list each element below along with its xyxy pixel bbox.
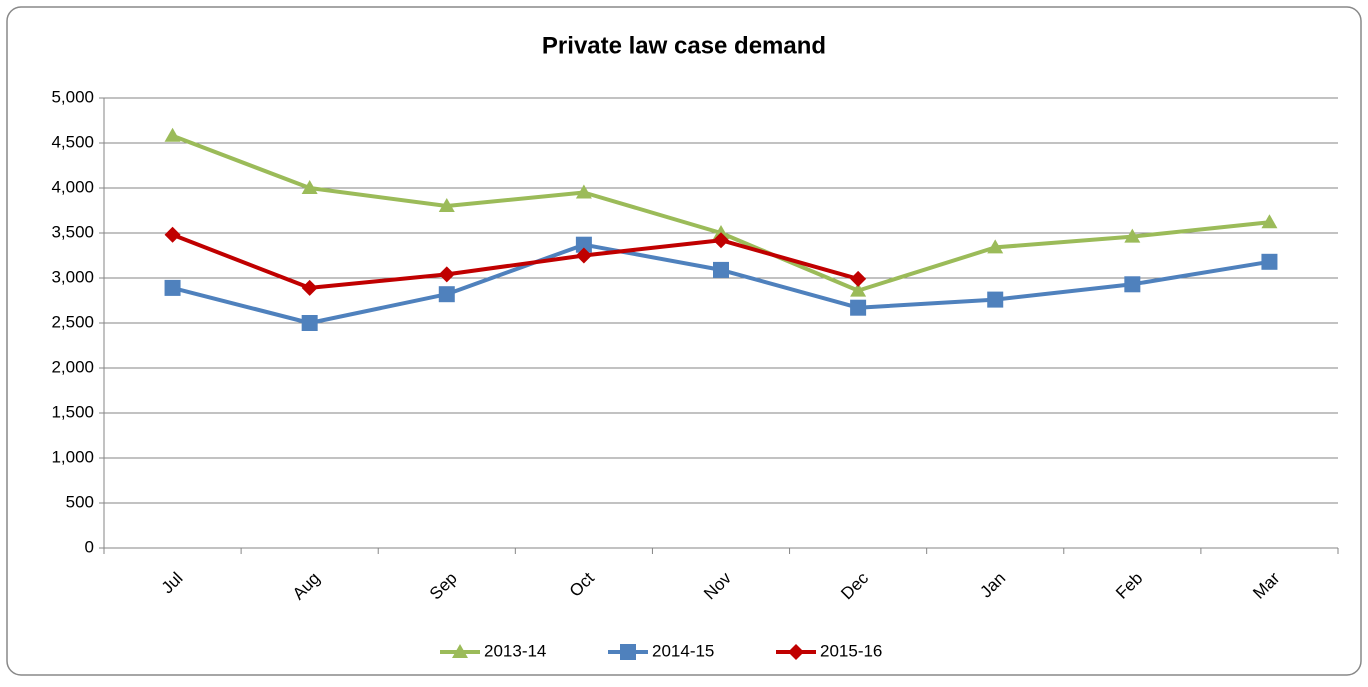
- y-tick-label: 1,500: [51, 402, 94, 421]
- data-point: [713, 225, 729, 239]
- legend-label: 2015-16: [820, 641, 882, 660]
- data-point: [713, 261, 729, 278]
- data-point: [1124, 276, 1141, 293]
- chart-title: Private law case demand: [542, 32, 826, 59]
- data-point: [438, 266, 455, 283]
- y-tick-label: 0: [85, 537, 94, 556]
- y-tick-label: 3,500: [51, 222, 94, 241]
- legend-label: 2014-15: [652, 641, 714, 660]
- data-point: [301, 279, 318, 296]
- data-point: [575, 247, 592, 264]
- data-point: [1261, 214, 1278, 229]
- data-point: [301, 180, 318, 194]
- legend-label: 2013-14: [484, 641, 546, 660]
- data-point: [164, 226, 181, 243]
- data-point: [1124, 228, 1141, 243]
- data-point: [850, 270, 867, 287]
- data-point: [1261, 253, 1278, 270]
- data-point: [438, 198, 455, 212]
- data-point: [438, 286, 455, 303]
- data-point: [575, 236, 592, 253]
- series-line: [171, 232, 859, 290]
- data-point: [850, 282, 867, 297]
- data-point: [850, 299, 867, 316]
- legend-marker: [620, 644, 636, 660]
- y-tick-label: 500: [66, 492, 94, 511]
- data-point: [164, 127, 181, 142]
- y-tick-label: 5,000: [51, 87, 94, 106]
- chart-border: [6, 6, 1362, 676]
- y-tick-label: 3,000: [51, 267, 94, 286]
- data-point: [301, 315, 318, 331]
- y-tick-label: 1,000: [51, 447, 94, 466]
- legend-marker: [788, 644, 804, 660]
- y-tick-label: 2,500: [51, 312, 94, 331]
- data-point: [987, 291, 1004, 308]
- legend-marker: [452, 644, 468, 658]
- data-point: [713, 232, 729, 249]
- y-tick-label: 4,500: [51, 132, 94, 151]
- data-point: [575, 184, 592, 199]
- data-point: [164, 279, 181, 296]
- y-tick-label: 2,000: [51, 357, 94, 376]
- y-tick-label: 4,000: [51, 177, 94, 196]
- data-point: [987, 239, 1004, 254]
